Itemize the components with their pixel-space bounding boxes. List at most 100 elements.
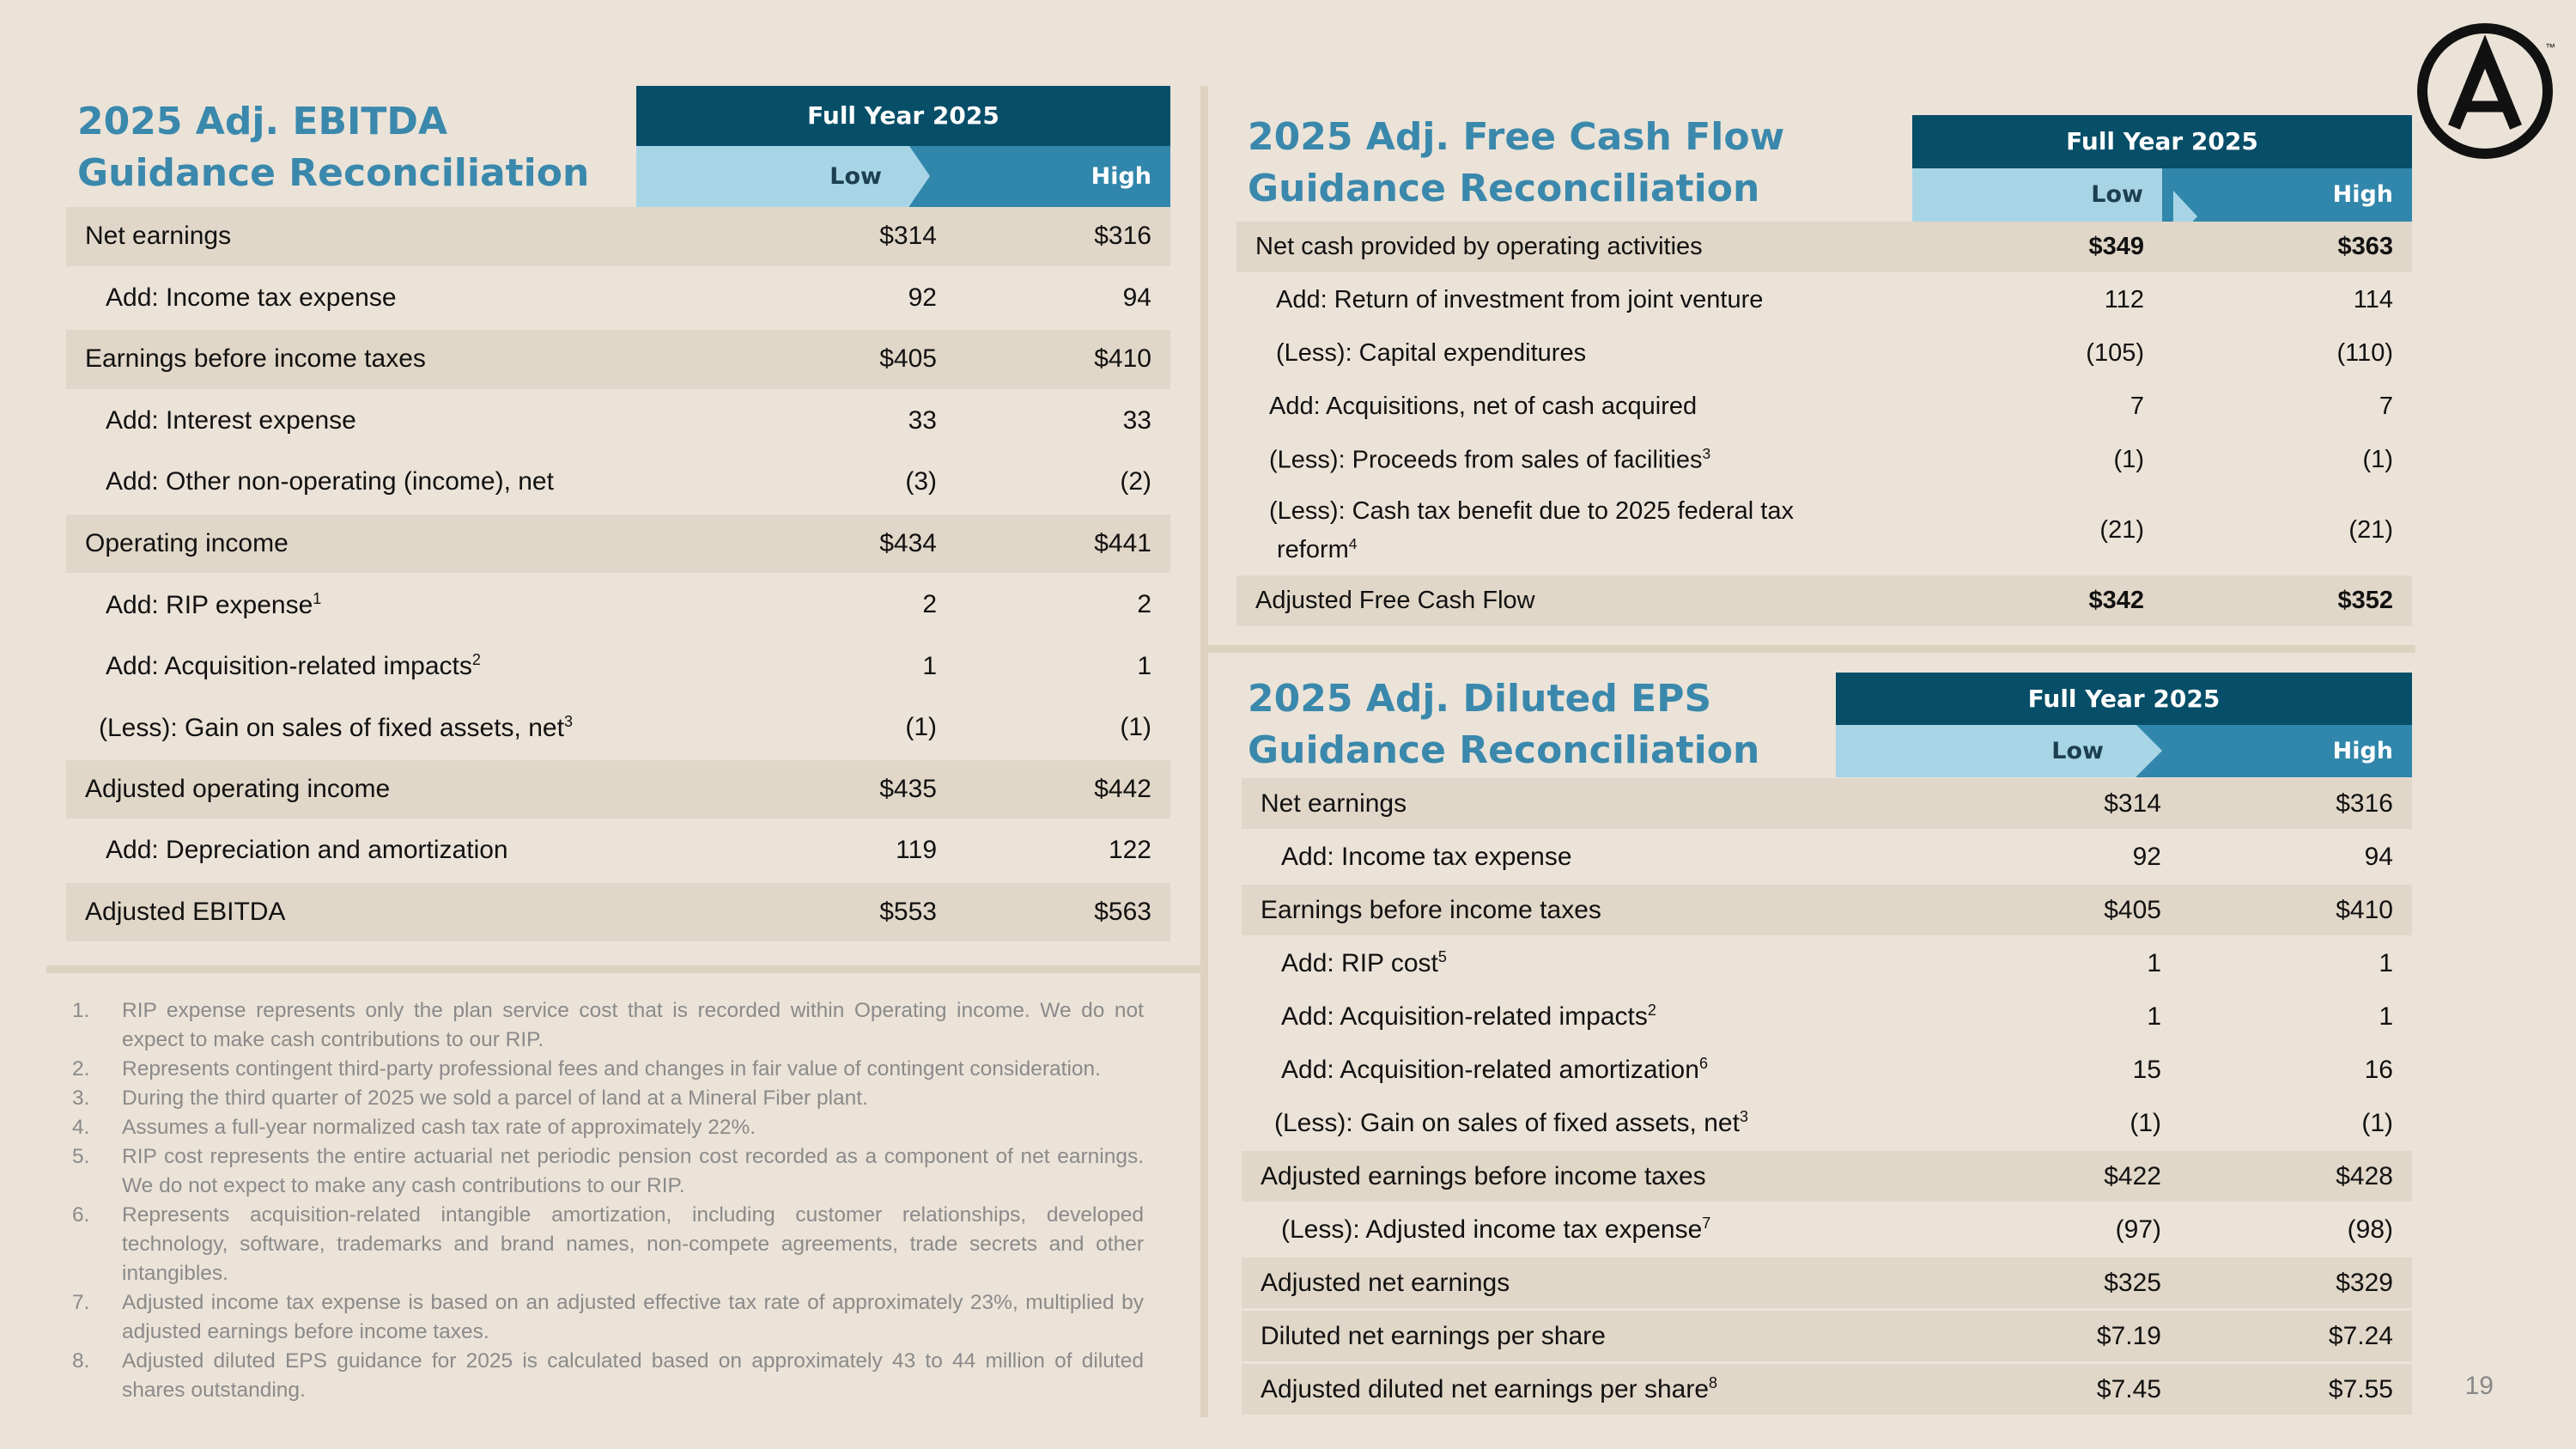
footnote-number: 3. [72, 1087, 90, 1110]
row-label-text: (Less): Gain on sales of fixed assets, n… [99, 713, 564, 742]
low-value: $422 [2104, 1161, 2161, 1190]
fcf-title-line2: Guidance Reconciliation [1248, 167, 1760, 210]
table-row: Adjusted operating income $435 $442 [66, 759, 1170, 821]
table-row: Add: Depreciation and amortization 119 122 [66, 821, 1170, 883]
row-label: Add: Income tax expense [66, 283, 731, 313]
high-value: 94 [1122, 283, 1151, 312]
table-row: (Less): Gain on sales of fixed assets, n… [1242, 1098, 2412, 1151]
high-value: (1) [1120, 713, 1151, 742]
high-value: (21) [2348, 516, 2393, 544]
low-value: $342 [2088, 587, 2144, 614]
footnote-marker: 3 [563, 712, 573, 730]
low-value: $325 [2104, 1268, 2161, 1297]
low-value: (1) [2129, 1108, 2161, 1137]
footnote-text: RIP expense represents only the plan ser… [122, 999, 1144, 1051]
row-label: (Less): Adjusted income tax expense7 [1242, 1215, 1964, 1245]
row-label: Diluted net earnings per share [1242, 1322, 1964, 1351]
eps-title-line1: 2025 Adj. Diluted EPS [1248, 677, 1712, 721]
row-label: Adjusted net earnings [1242, 1269, 1964, 1298]
row-label: Add: Other non-operating (income), net [66, 467, 731, 496]
row-label-text-line2: reform [1277, 536, 1349, 564]
footnote-item: 6. Represents acquisition-related intangi… [72, 1201, 1144, 1288]
row-label: Adjusted earnings before income taxes [1242, 1162, 1964, 1191]
trademark-symbol: ™ [2545, 41, 2555, 53]
footnote-number: 1. [72, 999, 90, 1022]
row-label-text: Adjusted net earnings [1261, 1268, 1510, 1297]
high-value: $441 [1094, 528, 1151, 557]
row-label-text: (Less): Gain on sales of fixed assets, n… [1274, 1109, 1740, 1137]
ebitda-period-header: Full Year 2025 [636, 86, 1170, 146]
row-label: Add: Acquisition-related impacts2 [1242, 1002, 1964, 1032]
ebitda-title: 2025 Adj. EBITDA Guidance Reconciliation [77, 96, 589, 199]
row-label-text: Add: Acquisition-related amortization [1281, 1056, 1699, 1084]
row-label: Add: Acquisition-related impacts2 [66, 651, 731, 681]
table-row: (Less): Gain on sales of fixed assets, n… [66, 698, 1170, 760]
row-label: (Less): Gain on sales of fixed assets, n… [66, 713, 731, 743]
low-value: $314 [879, 222, 937, 251]
row-label: (Less): Gain on sales of fixed assets, n… [1242, 1108, 1964, 1138]
row-label: Add: RIP expense1 [66, 590, 731, 620]
high-value: $442 [1094, 774, 1151, 803]
table-row: Net cash provided by operating activitie… [1236, 222, 2412, 275]
table-row: (Less): Cash tax benefit due to 2025 fed… [1236, 488, 2412, 575]
low-value: $7.19 [2096, 1321, 2161, 1350]
low-value: (97) [2115, 1215, 2161, 1244]
row-label-text: (Less): Cash tax benefit due to 2025 fed… [1269, 496, 1794, 525]
high-value: $316 [1094, 222, 1151, 251]
low-value: 15 [2132, 1055, 2161, 1084]
ebitda-title-line2: Guidance Reconciliation [77, 151, 590, 195]
ebitda-header-arrow [909, 146, 930, 206]
table-row: Add: Acquisition-related impacts2 1 1 [1242, 991, 2412, 1044]
table-row: Add: RIP expense1 2 2 [66, 575, 1170, 637]
low-value: 1 [2147, 948, 2161, 977]
row-label: Add: Acquisitions, net of cash acquired [1236, 393, 1955, 421]
footnote-text: Adjusted diluted EPS guidance for 2025 i… [122, 1349, 1144, 1402]
table-row: Operating income $434 $441 [66, 514, 1170, 575]
high-value: $410 [2336, 895, 2393, 924]
low-value: (1) [2113, 446, 2144, 473]
footnote-item: 7. Adjusted income tax expense is based o… [72, 1288, 1144, 1347]
footnote-item: 1. RIP expense represents only the plan s… [72, 996, 1144, 1055]
low-value: $7.45 [2096, 1374, 2161, 1403]
row-label-text: (Less): Capital expenditures [1276, 339, 1587, 367]
footnote-text: During the third quarter of 2025 we sold… [122, 1087, 868, 1110]
row-label: Add: Depreciation and amortization [66, 836, 731, 865]
eps-title: 2025 Adj. Diluted EPS Guidance Reconcili… [1248, 673, 1759, 776]
low-value: $435 [879, 774, 937, 803]
row-label-text: Adjusted operating income [85, 774, 391, 803]
high-value: (2) [1120, 467, 1151, 496]
row-label-text: Earnings before income taxes [1261, 895, 1601, 924]
table-row: Earnings before income taxes $405 $410 [1242, 885, 2412, 938]
high-value: $7.55 [2328, 1374, 2393, 1403]
table-row: Add: RIP cost5 1 1 [1242, 938, 2412, 991]
table-row: Net earnings $314 $316 [66, 207, 1170, 269]
footnote-marker: 4 [1348, 534, 1358, 552]
high-value: $7.24 [2328, 1321, 2393, 1350]
row-label: Add: Acquisition-related amortization6 [1242, 1055, 1964, 1085]
row-label-text: Operating income [85, 528, 289, 557]
footnote-marker: 5 [1437, 948, 1447, 965]
eps-column-header: Full Year 2025 Low High [1836, 673, 2412, 777]
high-value: (1) [2362, 446, 2393, 473]
row-label-text: Add: Income tax expense [106, 283, 397, 312]
row-label: Earnings before income taxes [1242, 896, 1964, 925]
table-row: Adjusted net earnings $325 $329 [1242, 1257, 2412, 1311]
row-label-text: Add: RIP expense [106, 590, 313, 619]
footnote-number: 7. [72, 1291, 90, 1314]
ebitda-low-header: Low [636, 146, 909, 207]
row-label-text: Add: Acquisition-related impacts [106, 652, 472, 681]
high-value: 122 [1108, 836, 1151, 865]
row-label: Net earnings [66, 222, 731, 251]
ebitda-table: Net earnings $314 $316 Add: Income tax expe… [66, 207, 1170, 944]
low-value: 119 [896, 836, 937, 865]
footnote-text: Adjusted income tax expense is based on … [122, 1291, 1144, 1343]
ebitda-high-header: High [909, 146, 1170, 207]
footnote-marker: 3 [1739, 1108, 1748, 1125]
left-horizontal-divider [46, 965, 1200, 973]
footnote-text: Represents contingent third-party profes… [122, 1057, 1101, 1081]
low-value: $434 [879, 528, 937, 557]
table-row: Add: Income tax expense 92 94 [66, 269, 1170, 330]
table-row: Adjusted Free Cash Flow $342 $352 [1236, 575, 2412, 629]
low-value: 92 [2132, 842, 2161, 871]
row-label: Add: Return of investment from joint ven… [1236, 286, 1955, 314]
